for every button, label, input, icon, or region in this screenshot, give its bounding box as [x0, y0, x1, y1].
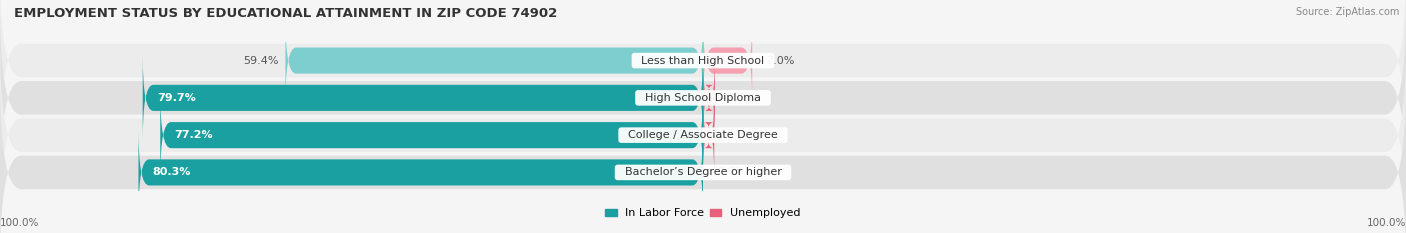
FancyBboxPatch shape [0, 3, 1406, 193]
Text: 100.0%: 100.0% [1367, 218, 1406, 228]
FancyBboxPatch shape [0, 77, 1406, 233]
FancyBboxPatch shape [0, 40, 1406, 230]
Text: High School Diploma: High School Diploma [638, 93, 768, 103]
Text: 79.7%: 79.7% [157, 93, 195, 103]
Text: College / Associate Degree: College / Associate Degree [621, 130, 785, 140]
Text: Bachelor’s Degree or higher: Bachelor’s Degree or higher [617, 168, 789, 177]
Text: Less than High School: Less than High School [634, 56, 772, 65]
FancyBboxPatch shape [703, 18, 752, 103]
FancyBboxPatch shape [160, 92, 703, 178]
Text: EMPLOYMENT STATUS BY EDUCATIONAL ATTAINMENT IN ZIP CODE 74902: EMPLOYMENT STATUS BY EDUCATIONAL ATTAINM… [14, 7, 557, 20]
FancyBboxPatch shape [0, 0, 1406, 156]
FancyBboxPatch shape [285, 18, 703, 103]
Text: 59.4%: 59.4% [243, 56, 278, 65]
Text: 7.0%: 7.0% [766, 56, 794, 65]
FancyBboxPatch shape [703, 55, 716, 141]
FancyBboxPatch shape [142, 55, 703, 141]
Text: 1.7%: 1.7% [728, 93, 758, 103]
FancyBboxPatch shape [703, 92, 714, 178]
Text: 0.0%: 0.0% [717, 168, 745, 177]
Text: Source: ZipAtlas.com: Source: ZipAtlas.com [1295, 7, 1399, 17]
FancyBboxPatch shape [138, 130, 703, 215]
Text: 77.2%: 77.2% [174, 130, 212, 140]
Text: 1.6%: 1.6% [728, 130, 756, 140]
Legend: In Labor Force, Unemployed: In Labor Force, Unemployed [606, 208, 800, 218]
Text: 100.0%: 100.0% [0, 218, 39, 228]
Text: 80.3%: 80.3% [153, 168, 191, 177]
